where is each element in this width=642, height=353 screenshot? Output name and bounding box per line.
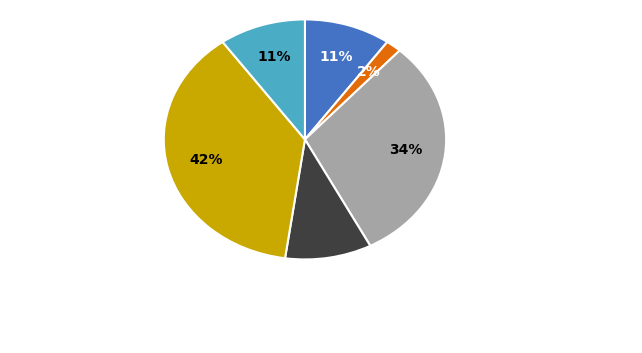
- Wedge shape: [164, 42, 305, 258]
- Wedge shape: [285, 139, 370, 259]
- Wedge shape: [305, 42, 400, 139]
- Text: 2%: 2%: [357, 65, 381, 79]
- Text: 11%: 11%: [319, 50, 353, 64]
- Wedge shape: [305, 50, 446, 246]
- Text: 11%: 11%: [257, 50, 291, 64]
- Wedge shape: [305, 19, 387, 139]
- Text: 42%: 42%: [189, 153, 223, 167]
- Wedge shape: [223, 19, 305, 139]
- Text: 34%: 34%: [389, 143, 422, 157]
